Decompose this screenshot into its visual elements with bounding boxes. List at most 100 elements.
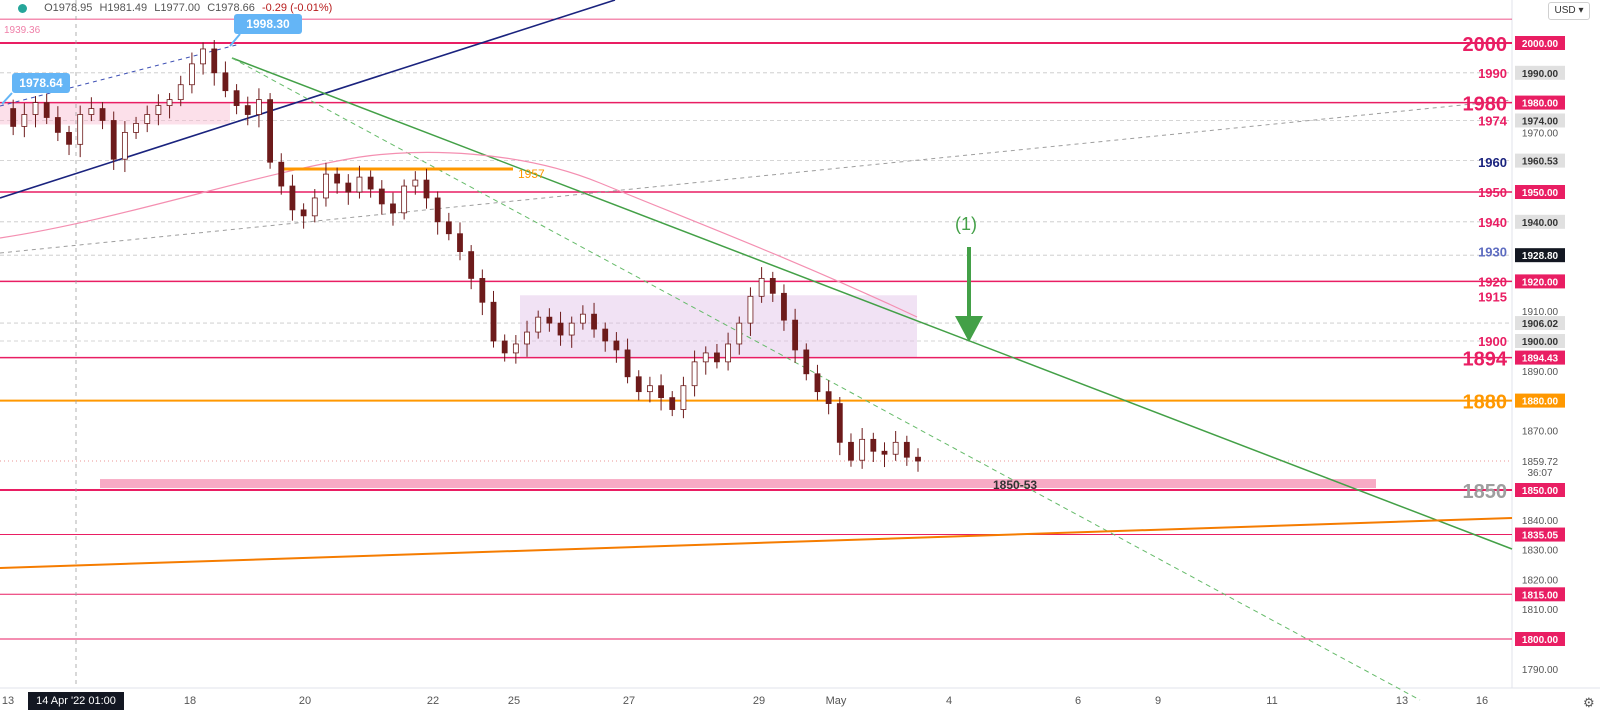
candle-body (501, 340, 508, 354)
callout-pointer (1, 92, 13, 105)
level-annotation: 1960 (1478, 155, 1507, 170)
level-annotation: 1915 (1478, 289, 1507, 304)
price-axis-label: 1800.00 (1515, 632, 1565, 646)
level-annotation: 1850 (1463, 481, 1508, 503)
price-label-bg (1515, 350, 1565, 365)
price-label-bg (1515, 113, 1565, 128)
price-label-text: 1890.00 (1522, 367, 1559, 378)
candle-body (311, 197, 318, 217)
countdown-text: 36:07 (1527, 468, 1552, 479)
level-annotation: 1940 (1478, 215, 1507, 230)
series-visibility-dot[interactable] (18, 3, 27, 13)
price-axis-label: 1810.00 (1522, 605, 1559, 616)
last-price-text: 1859.72 (1522, 457, 1559, 468)
candle-body (848, 441, 854, 461)
time-axis-label: May (826, 695, 847, 707)
callout-text: 1998.30 (246, 17, 290, 31)
price-label-text: 1894.43 (1522, 354, 1559, 365)
candle-body (613, 340, 620, 351)
wave-arrow-head (955, 316, 983, 342)
candle-body (792, 319, 799, 351)
candle-body (144, 114, 151, 124)
price-label-text: 1974.00 (1522, 116, 1559, 127)
candle-body (457, 233, 463, 253)
crosshair-date-label: 14 Apr '22 01:00 (28, 692, 124, 710)
currency-selector[interactable]: USD ▾ (1548, 2, 1590, 20)
price-axis-label: 1894.43 (1515, 350, 1565, 365)
change-value: -0.29 (-0.01%) (261, 2, 333, 14)
candle-body (390, 203, 396, 214)
price-label-text: 1870.00 (1522, 426, 1559, 437)
price-axis-label: 1960.53 (1515, 153, 1565, 168)
candle-body (278, 161, 285, 187)
candle-body (367, 176, 374, 190)
open-value: O1978.95 (44, 2, 93, 14)
price-label-bg (1515, 334, 1565, 348)
candle-body (579, 313, 586, 324)
candle-body (490, 301, 497, 342)
consolidation-zone (520, 295, 917, 358)
candle-body (445, 221, 452, 235)
candle-body (222, 72, 229, 92)
price-label-text: 1980.00 (1522, 99, 1559, 110)
candle-body (10, 108, 17, 127)
zone-label: 1850-53 (993, 478, 1037, 492)
price-label-bg (1515, 36, 1565, 50)
price-axis-label: 1906.02 (1515, 316, 1565, 331)
level-annotation: 1990 (1478, 66, 1507, 81)
candle-body (769, 278, 776, 294)
price-axis-label: 1990.00 (1515, 65, 1565, 80)
candle-body (423, 179, 430, 199)
time-axis-label: 25 (508, 695, 520, 707)
candle-body (591, 313, 597, 330)
price-axis-label: 1840.00 (1522, 516, 1559, 527)
candle-body (54, 117, 61, 133)
price-axis-label: 1920.00 (1515, 274, 1565, 289)
candle-body (758, 278, 765, 297)
candle-body (110, 120, 117, 160)
chevron-down-icon: ▾ (1578, 5, 1584, 16)
price-label-bg (1515, 527, 1565, 542)
ohlc-legend: O1978.95 H1981.49 L1977.00 C1978.66 -0.2… (4, 2, 336, 14)
level-annotation: 1980 (1463, 94, 1508, 116)
candle-body (647, 385, 653, 393)
gear-icon[interactable]: ⚙ (1583, 695, 1595, 710)
time-axis-label: 6 (1075, 695, 1081, 707)
time-axis-label: 27 (623, 695, 635, 707)
candle-body (401, 185, 408, 214)
candle-body (602, 328, 609, 342)
price-label-text: 1928.80 (1522, 251, 1559, 262)
candle-body (803, 349, 810, 375)
candle-body (691, 361, 698, 387)
level-annotation: 2000 (1463, 34, 1508, 56)
candle-body (680, 385, 687, 410)
time-axis-label: 4 (946, 695, 952, 707)
candle-body (624, 349, 631, 378)
candle-body (781, 292, 787, 321)
candle-body (870, 438, 877, 452)
candle-body (892, 441, 899, 455)
candle-body (133, 123, 139, 133)
gray-dashed-trendline (0, 99, 1513, 254)
level-1957-label: 1957 (518, 167, 545, 181)
price-label-bg (1515, 95, 1565, 110)
price-axis-label: 1830.00 (1522, 546, 1559, 557)
candle-body (669, 397, 676, 410)
candle-body (256, 99, 262, 115)
candle-body (43, 102, 50, 118)
price-label-text: 1850.00 (1522, 486, 1559, 497)
candle-body (836, 403, 843, 443)
candle-body (557, 322, 564, 336)
price-label-bg (1515, 316, 1565, 331)
candle-body (155, 105, 162, 115)
candle-body (915, 456, 921, 462)
price-axis-label: 1890.00 (1522, 367, 1559, 378)
candle-body (524, 331, 530, 345)
level-annotation: 1880 (1463, 392, 1508, 414)
candle-body (77, 114, 84, 145)
price-label-text: 1910.00 (1522, 307, 1559, 318)
candle-body (825, 391, 832, 404)
price-label-text: 1830.00 (1522, 546, 1559, 557)
price-axis-label: 1880.00 (1515, 393, 1565, 408)
